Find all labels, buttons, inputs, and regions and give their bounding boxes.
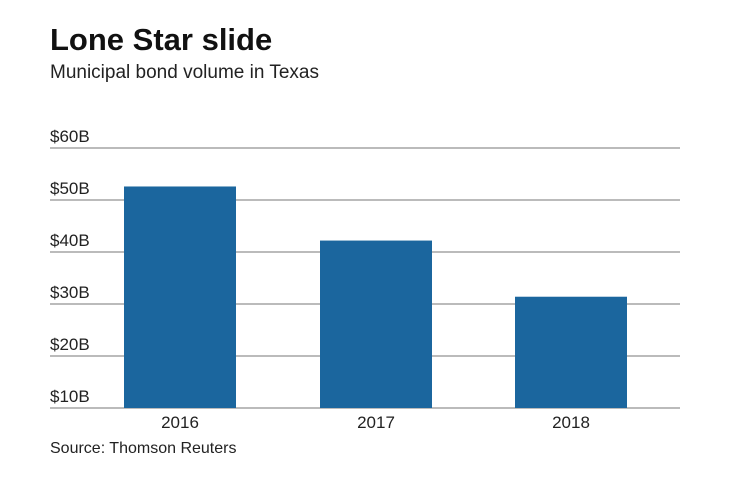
y-tick-label: $10B [50, 387, 90, 406]
y-tick-label: $20B [50, 335, 90, 354]
y-tick-label: $30B [50, 283, 90, 302]
y-tick-label: $50B [50, 179, 90, 198]
chart-subtitle: Municipal bond volume in Texas [50, 62, 319, 83]
x-tick-label: 2018 [552, 413, 590, 432]
x-tick-label: 2017 [357, 413, 395, 432]
bar-2018 [515, 296, 627, 408]
chart-title: Lone Star slide [50, 22, 273, 57]
bar-2017 [320, 240, 432, 408]
x-tick-label: 2016 [161, 413, 199, 432]
chart-source: Source: Thomson Reuters [50, 440, 237, 457]
bar-2016 [124, 186, 236, 408]
y-tick-label: $40B [50, 231, 90, 250]
y-tick-label: $60B [50, 127, 90, 146]
